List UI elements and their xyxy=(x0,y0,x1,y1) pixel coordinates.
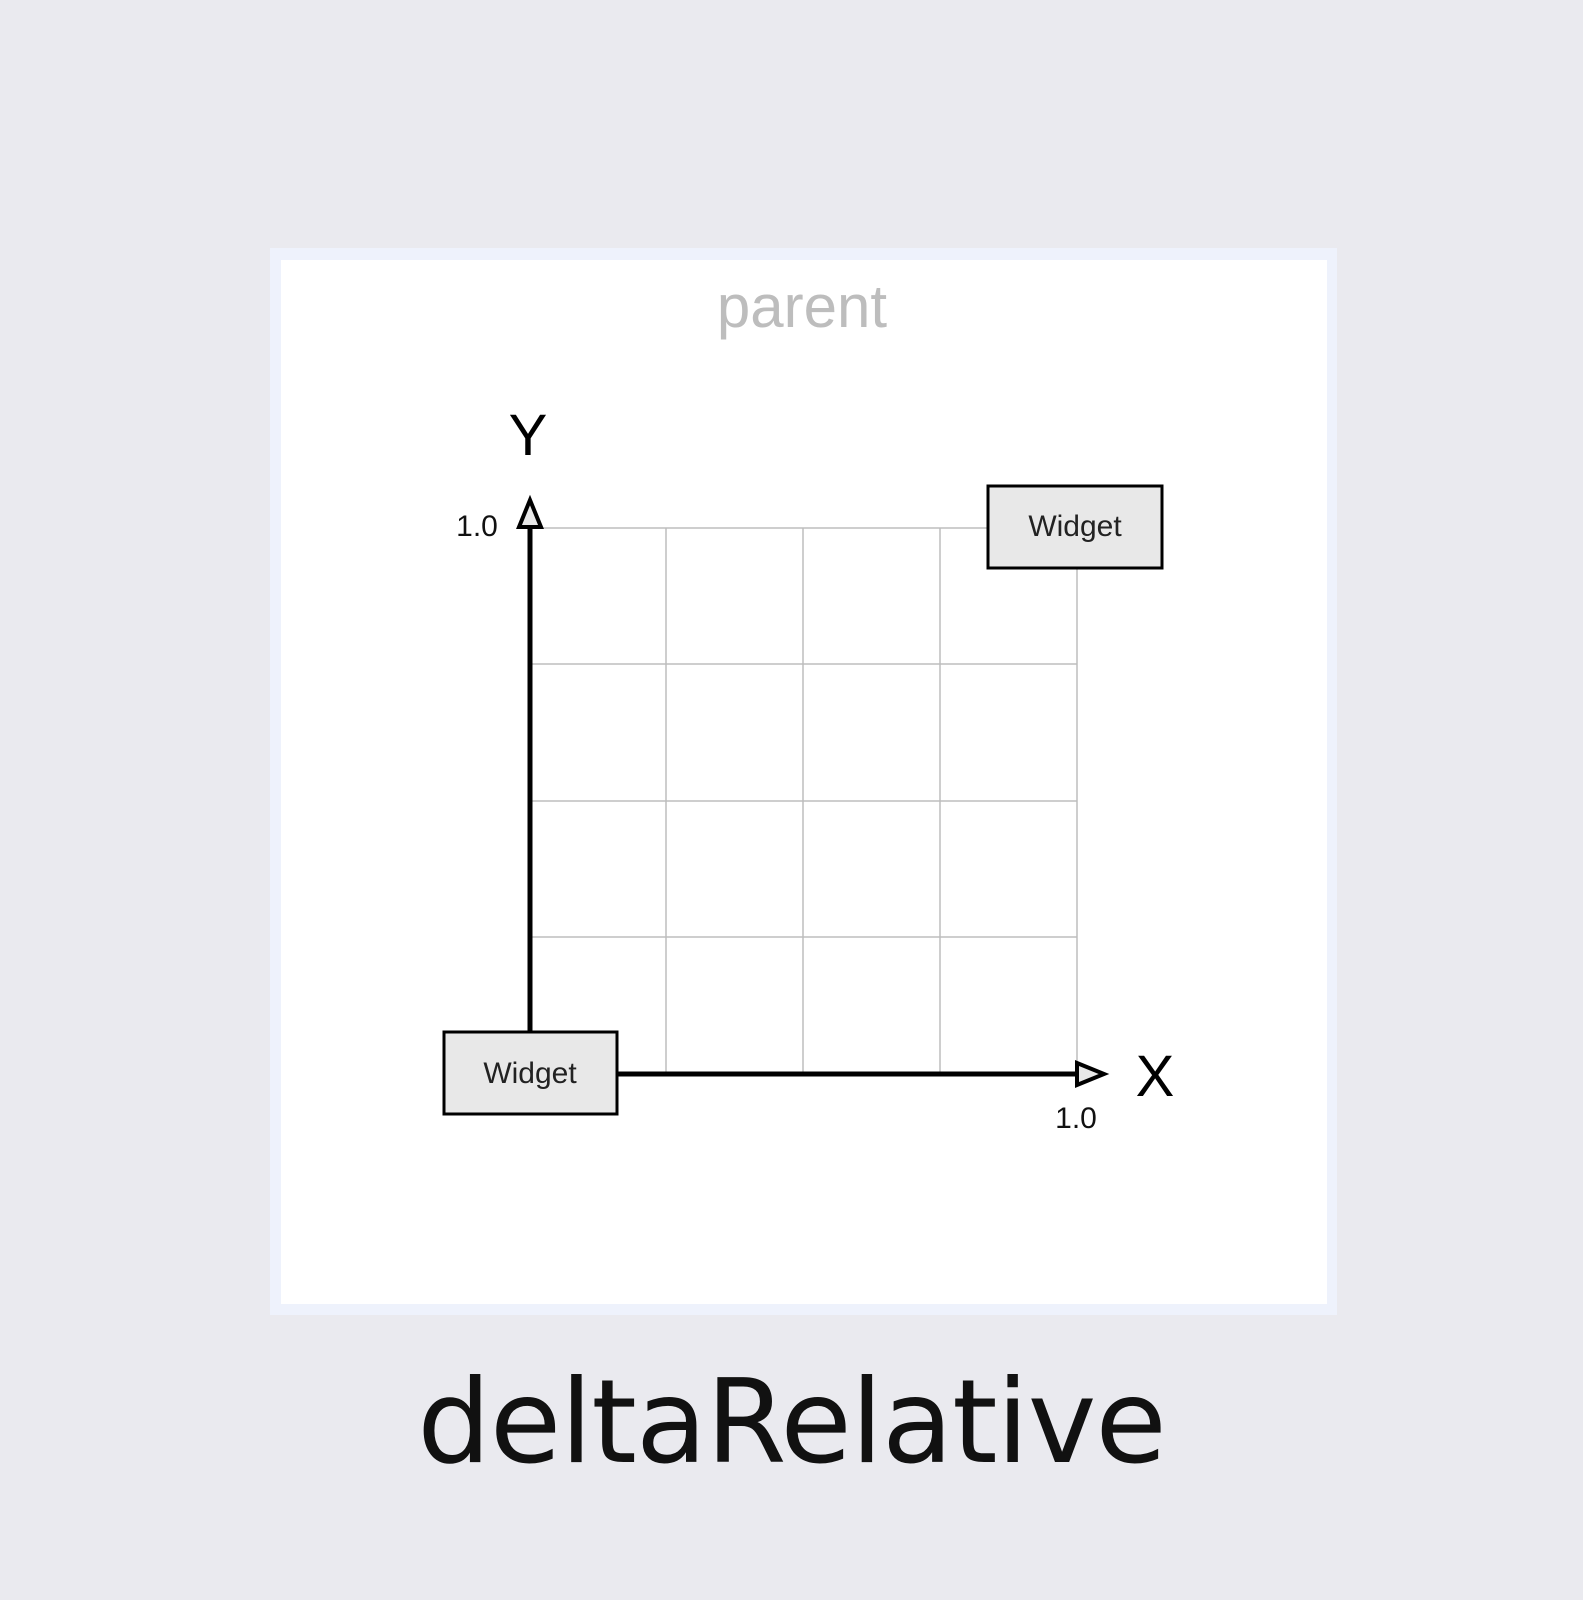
widget-top-right-label: Widget xyxy=(1028,510,1122,543)
x-max-label: 1.0 xyxy=(1055,1102,1097,1135)
widget-origin: Widget xyxy=(442,1030,619,1116)
y-max-label: 1.0 xyxy=(456,510,498,543)
parent-panel xyxy=(270,248,1337,1315)
y-axis-arrow-icon xyxy=(516,494,544,529)
x-axis-label: X xyxy=(1136,1044,1175,1109)
parent-panel-inner xyxy=(281,260,1327,1304)
widget-top-right: Widget xyxy=(986,484,1164,570)
y-axis-label: Y xyxy=(509,403,548,468)
parent-label: parent xyxy=(717,273,887,340)
widget-origin-label: Widget xyxy=(483,1057,577,1090)
x-axis-arrow-icon xyxy=(1075,1060,1110,1088)
caption: deltaRelative xyxy=(417,1355,1167,1490)
grid xyxy=(529,527,1078,1075)
